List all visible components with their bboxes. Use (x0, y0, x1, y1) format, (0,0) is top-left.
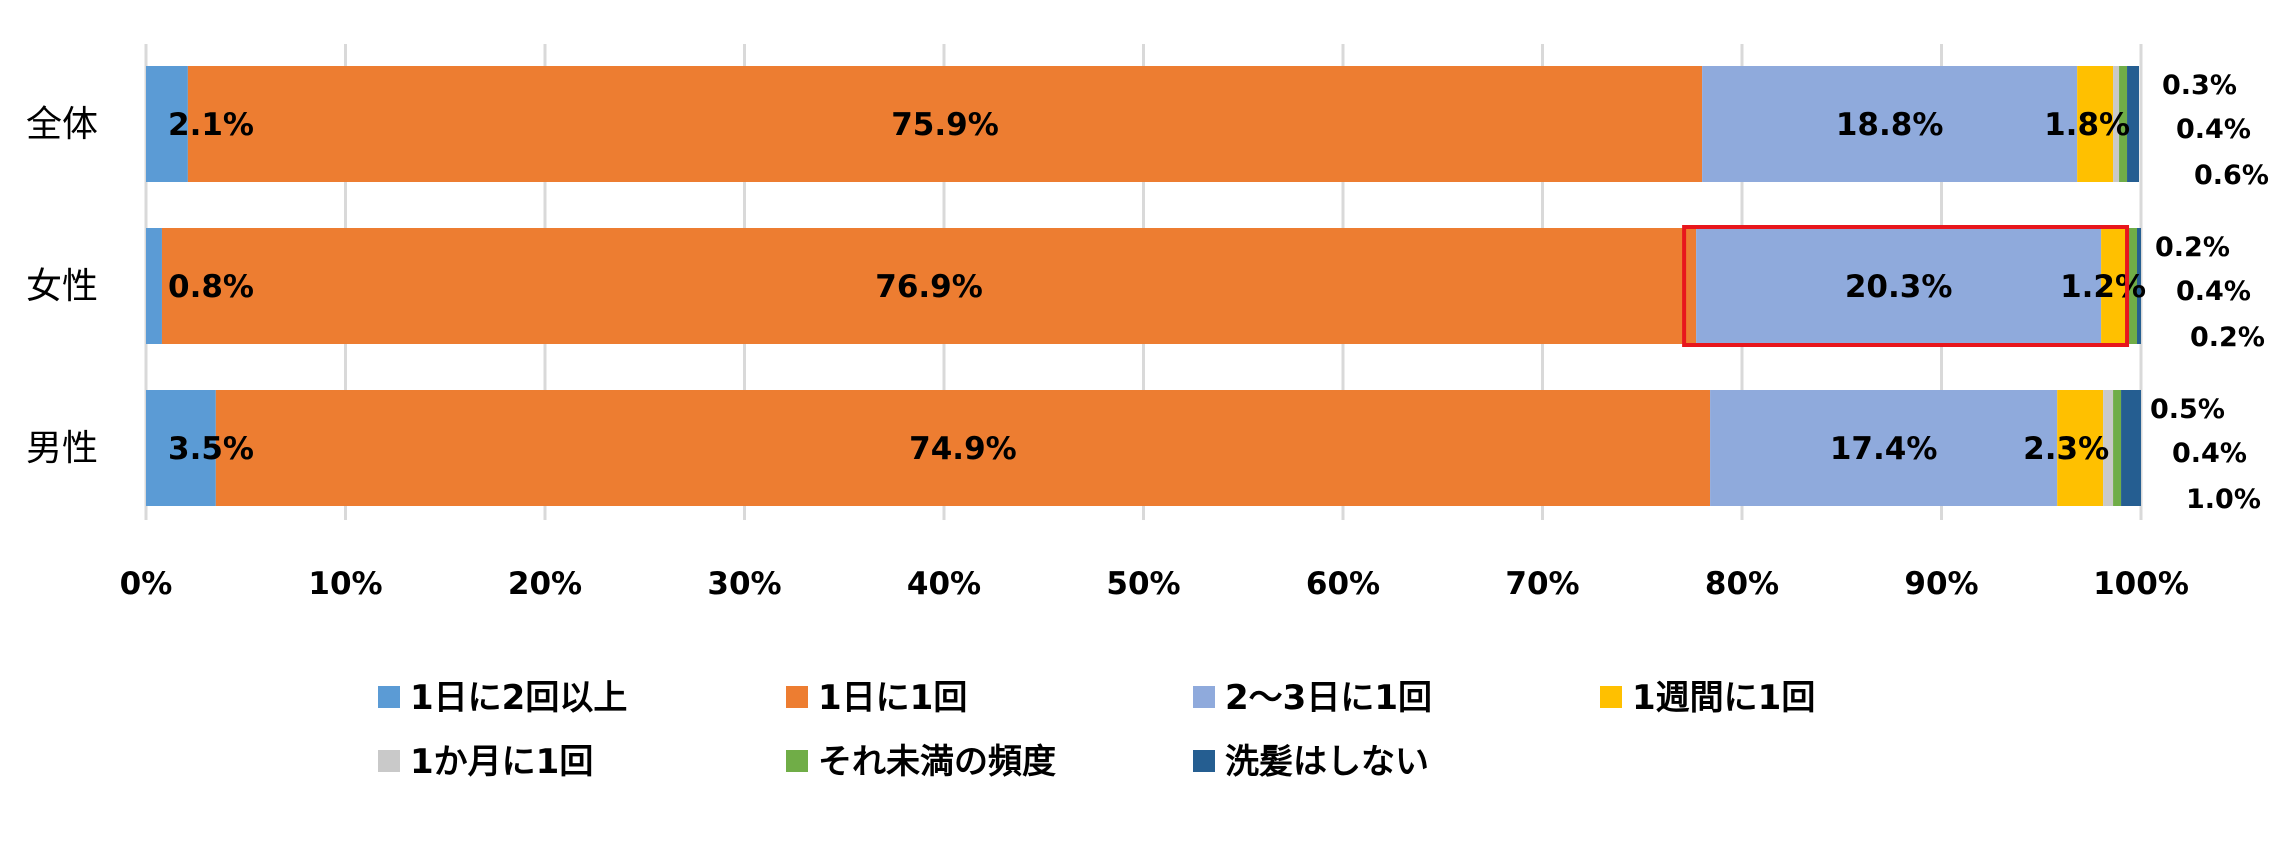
bar-segment (1710, 390, 2058, 506)
bar-segment (146, 390, 216, 506)
data-label: 76.9% (875, 269, 983, 305)
legend-label: 洗髪はしない (1225, 742, 1429, 782)
x-tick-label: 80% (1705, 566, 1779, 602)
x-tick-label: 70% (1505, 566, 1579, 602)
x-tick-label: 60% (1306, 566, 1380, 602)
bar-segment (187, 66, 1703, 182)
x-tick-label: 50% (1106, 566, 1180, 602)
bar-segment (146, 66, 188, 182)
legend-swatch (786, 750, 808, 772)
x-tick-label: 90% (1904, 566, 1978, 602)
category-label: 女性 (26, 266, 98, 307)
category-label: 全体 (26, 104, 98, 145)
bar-segment (2137, 228, 2141, 344)
data-labels: 2.1% 75.9% 18.8% 1.8% 0.3% 0.4% 0.6% 0.8% 76.9% 2… (168, 70, 2269, 515)
bar-segment (1702, 66, 2078, 182)
data-label: 3.5% (168, 431, 254, 467)
x-tick-label: 0% (120, 566, 173, 602)
legend-swatch (1193, 686, 1215, 708)
legend-item: 1か月に1回 (378, 742, 593, 782)
legend-swatch (378, 686, 400, 708)
bar-segment (146, 228, 162, 344)
legend-item: 1日に1回 (786, 678, 967, 718)
data-label: 0.2% (2155, 232, 2230, 263)
legend-item: 2〜3日に1回 (1193, 678, 1432, 718)
data-label: 0.4% (2172, 438, 2247, 469)
bar-segment (2057, 390, 2104, 506)
bar-segment (2121, 390, 2141, 506)
highlight-box (1682, 225, 2130, 347)
legend-item: 洗髪はしない (1193, 742, 1429, 782)
x-tick-label: 40% (907, 566, 981, 602)
category-label: 男性 (26, 428, 98, 469)
data-label: 0.8% (168, 269, 254, 305)
bars (146, 66, 2141, 506)
x-tick-label: 10% (308, 566, 382, 602)
bar-segment (2119, 66, 2128, 182)
legend-item: 1週間に1回 (1600, 678, 1815, 718)
x-tick-label: 30% (707, 566, 781, 602)
data-label: 1.8% (2044, 107, 2130, 143)
data-label: 1.2% (2060, 269, 2146, 305)
bar-segment (1696, 228, 2102, 344)
data-label: 17.4% (1830, 431, 1938, 467)
bar-segment (2103, 390, 2114, 506)
data-label: 0.3% (2162, 70, 2237, 101)
legend-label: 2〜3日に1回 (1225, 678, 1432, 718)
legend-swatch (1193, 750, 1215, 772)
bar-segment (2101, 228, 2126, 344)
bar-segment (161, 228, 1697, 344)
legend-label: 1週間に1回 (1632, 678, 1815, 718)
legend-label: 1か月に1回 (410, 742, 593, 782)
bar-segment (215, 390, 1711, 506)
legend: 1日に2回以上 1日に1回 2〜3日に1回 1週間に1回 1か月に1回 それ未満の頻度 洗髪… (378, 678, 1815, 782)
data-label: 0.2% (2190, 322, 2265, 353)
bar-segment (2113, 66, 2120, 182)
bar-segment (2113, 390, 2122, 506)
data-label: 20.3% (1845, 269, 1953, 305)
legend-swatch (786, 686, 808, 708)
data-label: 2.1% (168, 107, 254, 143)
highlight-rect (1682, 225, 2130, 347)
legend-label: 1日に1回 (818, 678, 967, 718)
data-label: 0.6% (2194, 160, 2269, 191)
data-label: 74.9% (909, 431, 1017, 467)
data-label: 75.9% (891, 107, 999, 143)
legend-item: それ未満の頻度 (786, 742, 1056, 782)
legend-swatch (1600, 686, 1622, 708)
legend-swatch (378, 750, 400, 772)
x-axis: 0% 10% 20% 30% 40% 50% 60% 70% 80% 90% 100% (120, 566, 2189, 602)
data-label: 0.4% (2176, 276, 2251, 307)
legend-label: それ未満の頻度 (818, 742, 1056, 782)
bar-segment (2127, 66, 2140, 182)
data-label: 1.0% (2186, 484, 2261, 515)
x-tick-label: 100% (2093, 566, 2189, 602)
data-label: 0.4% (2176, 114, 2251, 145)
bar-segment (2129, 228, 2138, 344)
data-label: 0.5% (2150, 394, 2225, 425)
legend-item: 1日に2回以上 (378, 678, 627, 718)
bar-segment (2077, 66, 2114, 182)
data-label: 18.8% (1836, 107, 1944, 143)
data-label: 2.3% (2023, 431, 2109, 467)
x-tick-label: 20% (508, 566, 582, 602)
legend-label: 1日に2回以上 (410, 678, 627, 718)
